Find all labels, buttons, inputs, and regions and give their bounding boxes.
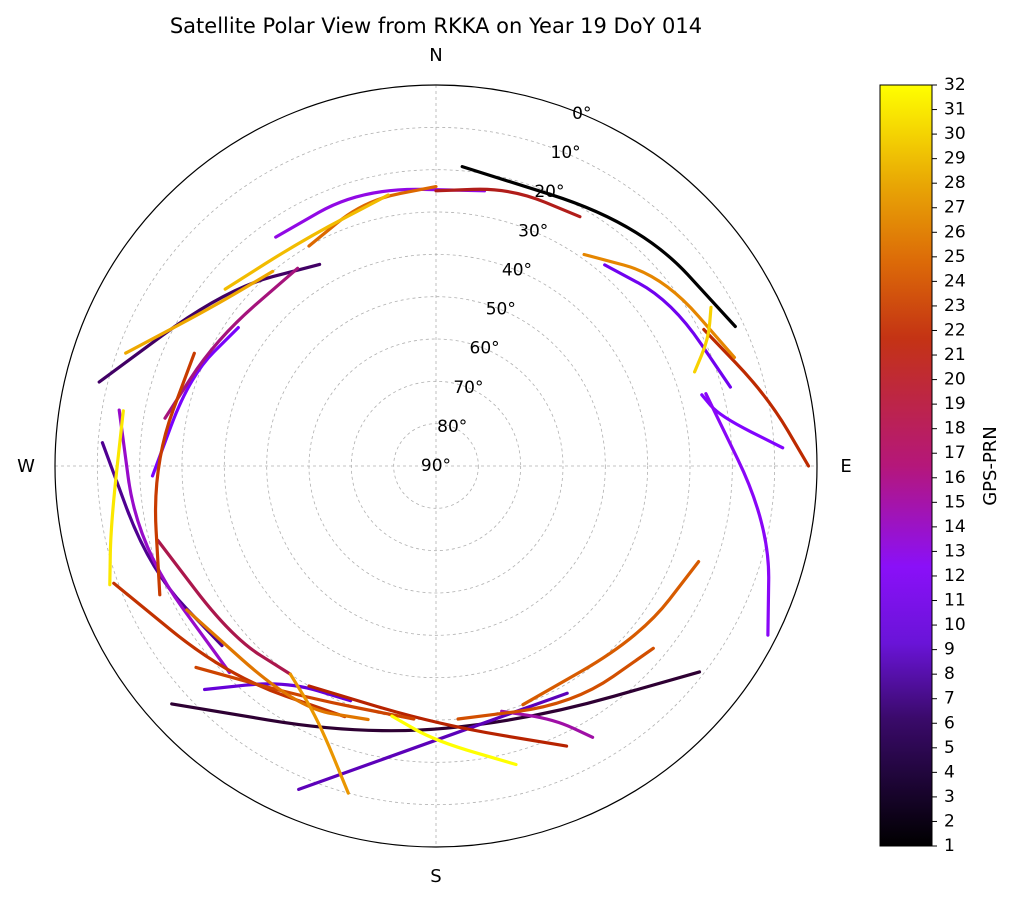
colorbar-tick-label: 30 <box>944 124 966 144</box>
colorbar-tick-label: 31 <box>944 100 966 120</box>
colorbar-tick-label: 26 <box>944 222 966 242</box>
elevation-tick-label: 20° <box>534 182 564 202</box>
satellite-track-prn-31 <box>108 409 125 587</box>
compass-south: S <box>430 866 441 887</box>
satellite-track-prn-30 <box>693 305 713 374</box>
satellite-track-prn-29 <box>223 193 390 291</box>
satellite-track-prn-20 <box>153 351 196 597</box>
satellite-track-prn-23 <box>521 560 701 707</box>
elevation-tick-label: 10° <box>551 143 581 163</box>
colorbar-tick-label: 17 <box>944 443 966 463</box>
elevation-tick-label: 60° <box>470 339 500 359</box>
colorbar-tick-label: 6 <box>944 713 955 733</box>
colorbar-tick-label: 21 <box>944 345 966 365</box>
colorbar-tick-label: 28 <box>944 173 966 193</box>
colorbar-tick-label: 22 <box>944 320 966 340</box>
colorbar-tick-label: 7 <box>944 689 955 709</box>
colorbar-tick-label: 32 <box>944 75 966 95</box>
colorbar-ticks: 1234567891011121314151617181920212223242… <box>932 75 966 856</box>
colorbar-tick-label: 19 <box>944 394 966 414</box>
colorbar-tick-label: 12 <box>944 566 966 586</box>
elevation-tick-label: 50° <box>486 300 516 320</box>
satellite-track-prn-3 <box>97 262 322 384</box>
colorbar-tick-label: 3 <box>944 787 955 807</box>
colorbar-tick-label: 9 <box>944 640 955 660</box>
satellite-track-prn-18 <box>702 327 811 468</box>
satellite-track-prn-11 <box>274 187 487 239</box>
colorbar-tick-label: 1 <box>944 836 955 856</box>
colorbar-gradient <box>879 84 933 847</box>
compass-west: W <box>17 456 35 477</box>
colorbar-tick-label: 2 <box>944 811 955 831</box>
satellite-track-prn-8 <box>150 326 240 478</box>
colorbar-tick-label: 14 <box>944 517 966 537</box>
colorbar-tick-label: 18 <box>944 419 966 439</box>
satellite-track-prn-2 <box>170 670 702 733</box>
satellite-track-prn-21 <box>194 665 416 721</box>
colorbar-tick-label: 27 <box>944 198 966 218</box>
satellite-track-prn-6 <box>203 682 353 703</box>
satellite-track-prn-15 <box>156 538 292 676</box>
elevation-tick-label: 90° <box>421 456 451 476</box>
satellite-track-prn-7 <box>603 263 732 389</box>
satellite-track-prn-27 <box>288 672 350 795</box>
colorbar: 1234567891011121314151617181920212223242… <box>879 75 1001 856</box>
elevation-tick-label: 70° <box>453 378 483 398</box>
colorbar-tick-label: 24 <box>944 271 966 291</box>
satellite-track-prn-32 <box>390 714 518 767</box>
elevation-tick-label: 80° <box>437 417 467 437</box>
colorbar-tick-label: 5 <box>944 738 955 758</box>
grid-ring <box>266 296 606 636</box>
colorbar-tick-label: 10 <box>944 615 966 635</box>
colorbar-tick-label: 4 <box>944 762 955 782</box>
satellite-track-prn-28 <box>124 269 275 355</box>
compass-north: N <box>429 45 442 66</box>
satellite-track-prn-24 <box>307 185 438 248</box>
satellite-track-prn-17 <box>307 684 569 748</box>
satellite-track-prn-16 <box>434 187 582 219</box>
colorbar-tick-label: 25 <box>944 247 966 267</box>
satellite-track-prn-10 <box>704 392 771 637</box>
elevation-tick-label: 30° <box>518 221 548 241</box>
satellite-track-prn-13 <box>500 709 595 739</box>
colorbar-tick-label: 11 <box>944 591 966 611</box>
polar-outer-ring <box>54 84 818 848</box>
satellite-track-prn-25 <box>185 608 370 722</box>
elevation-tick-label: 0° <box>572 104 591 124</box>
satellite-track-prn-1 <box>460 165 737 329</box>
compass-east: E <box>840 456 851 477</box>
colorbar-tick-label: 13 <box>944 541 966 561</box>
colorbar-tick-label: 8 <box>944 664 955 684</box>
elevation-tick-labels: 0° 10° 20° 30° 40° 50° 60° 70° 80° 90° <box>421 104 592 476</box>
satellite-track-prn-14 <box>163 266 300 420</box>
colorbar-label: GPS-PRN <box>980 426 1001 506</box>
colorbar-tick-label: 29 <box>944 149 966 169</box>
colorbar-tick-label: 23 <box>944 296 966 316</box>
colorbar-tick-label: 20 <box>944 370 966 390</box>
satellite-track-prn-12 <box>117 408 232 675</box>
elevation-tick-label: 40° <box>502 260 532 280</box>
satellite-track-prn-22 <box>456 646 655 721</box>
colorbar-tick-label: 15 <box>944 492 966 512</box>
polar-grid <box>55 85 817 847</box>
satellite-track-prn-5 <box>297 691 569 791</box>
colorbar-tick-label: 16 <box>944 468 966 488</box>
chart-title: Satellite Polar View from RKKA on Year 1… <box>170 14 702 38</box>
satellite-track-prn-26 <box>582 252 736 359</box>
satellite-tracks <box>97 165 811 795</box>
